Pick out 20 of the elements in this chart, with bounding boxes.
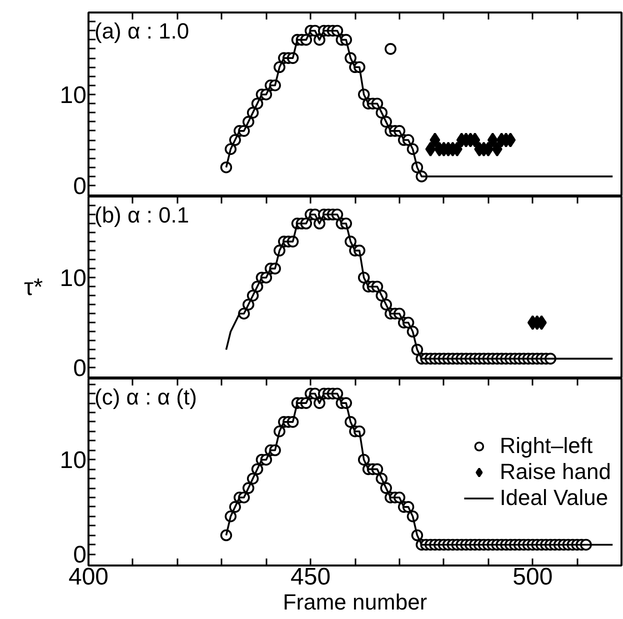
y-axis-title: τ* (24, 274, 43, 301)
y-tick-label: 10 (60, 265, 87, 292)
point (384, 43, 396, 55)
legend-label: Ideal Value (500, 484, 608, 510)
legend-label: Raise hand (500, 458, 611, 484)
legend-label: Right–left (500, 432, 593, 458)
point (430, 132, 440, 148)
x-axis-title: Frame number (282, 590, 428, 614)
point (425, 142, 436, 157)
point (492, 142, 502, 157)
x-tick-label: 500 (512, 564, 553, 590)
chart-title: (a) α : 1.0 (94, 18, 190, 44)
y-tick-label: 10 (60, 82, 87, 109)
y-tick-label: 0 (73, 173, 87, 200)
x-tick-label: 450 (290, 564, 331, 590)
y-tick-label: 10 (60, 447, 87, 474)
chart-title: (c) α : α (t) (94, 384, 197, 410)
y-tick-label: 0 (73, 355, 87, 382)
chart-title: (b) α : 0.1 (94, 202, 190, 228)
point (487, 132, 498, 148)
